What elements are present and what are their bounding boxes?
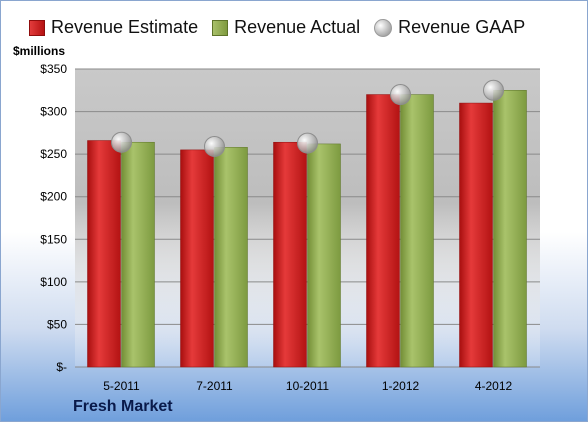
bar-revenue-actual	[400, 94, 434, 368]
marker-revenue-gaap	[204, 135, 225, 157]
y-axis-label: $millions	[13, 44, 66, 58]
bar-revenue-actual	[121, 141, 155, 368]
legend-swatch-actual	[212, 19, 229, 36]
bar-revenue-estimate	[459, 102, 493, 368]
legend-item-gaap: Revenue GAAP	[374, 17, 525, 38]
x-tick-label: 1-2012	[382, 379, 420, 393]
y-tick-label: $350	[40, 62, 67, 76]
y-tick-label: $50	[47, 317, 67, 331]
bar-revenue-estimate	[180, 149, 214, 368]
y-tick-label: $250	[40, 147, 67, 161]
x-tick-label: 10-2011	[286, 379, 329, 393]
marker-revenue-gaap	[390, 84, 411, 106]
bar-revenue-actual	[493, 90, 527, 368]
company-name: Fresh Market	[73, 398, 173, 415]
x-tick-label: 7-2011	[196, 379, 233, 393]
y-tick-label: $-	[56, 360, 67, 374]
x-tick-label: 5-2011	[103, 379, 140, 393]
bar-revenue-estimate	[366, 94, 400, 368]
y-tick-label: $150	[40, 232, 67, 246]
legend: Revenue Estimate Revenue Actual Revenue …	[29, 17, 539, 38]
bars	[87, 90, 527, 368]
legend-label-gaap: Revenue GAAP	[398, 17, 526, 37]
legend-swatch-gaap	[374, 18, 393, 37]
bar-revenue-actual	[307, 143, 341, 368]
marker-revenue-gaap	[111, 131, 132, 153]
bar-revenue-estimate	[87, 140, 121, 368]
bar-revenue-estimate	[273, 141, 307, 368]
bar-revenue-actual	[214, 147, 248, 368]
legend-item-estimate: Revenue Estimate	[29, 17, 198, 38]
y-tick-labels: $- $50 $100 $150 $200 $250 $300 $350	[40, 62, 67, 374]
legend-swatch-estimate	[29, 19, 45, 36]
marker-revenue-gaap	[297, 132, 318, 154]
legend-label-actual: Revenue Actual	[234, 17, 361, 37]
x-tick-labels: 5-2011 7-2011 10-2011 1-2012 4-2012	[103, 379, 512, 393]
y-tick-label: $100	[40, 275, 67, 289]
y-tick-label: $300	[40, 105, 67, 119]
gaap-markers	[111, 79, 504, 157]
marker-revenue-gaap	[483, 79, 504, 101]
legend-item-actual: Revenue Actual	[212, 17, 360, 38]
y-tick-label: $200	[40, 190, 67, 204]
legend-label-estimate: Revenue Estimate	[51, 17, 199, 37]
x-tick-label: 4-2012	[475, 379, 513, 393]
